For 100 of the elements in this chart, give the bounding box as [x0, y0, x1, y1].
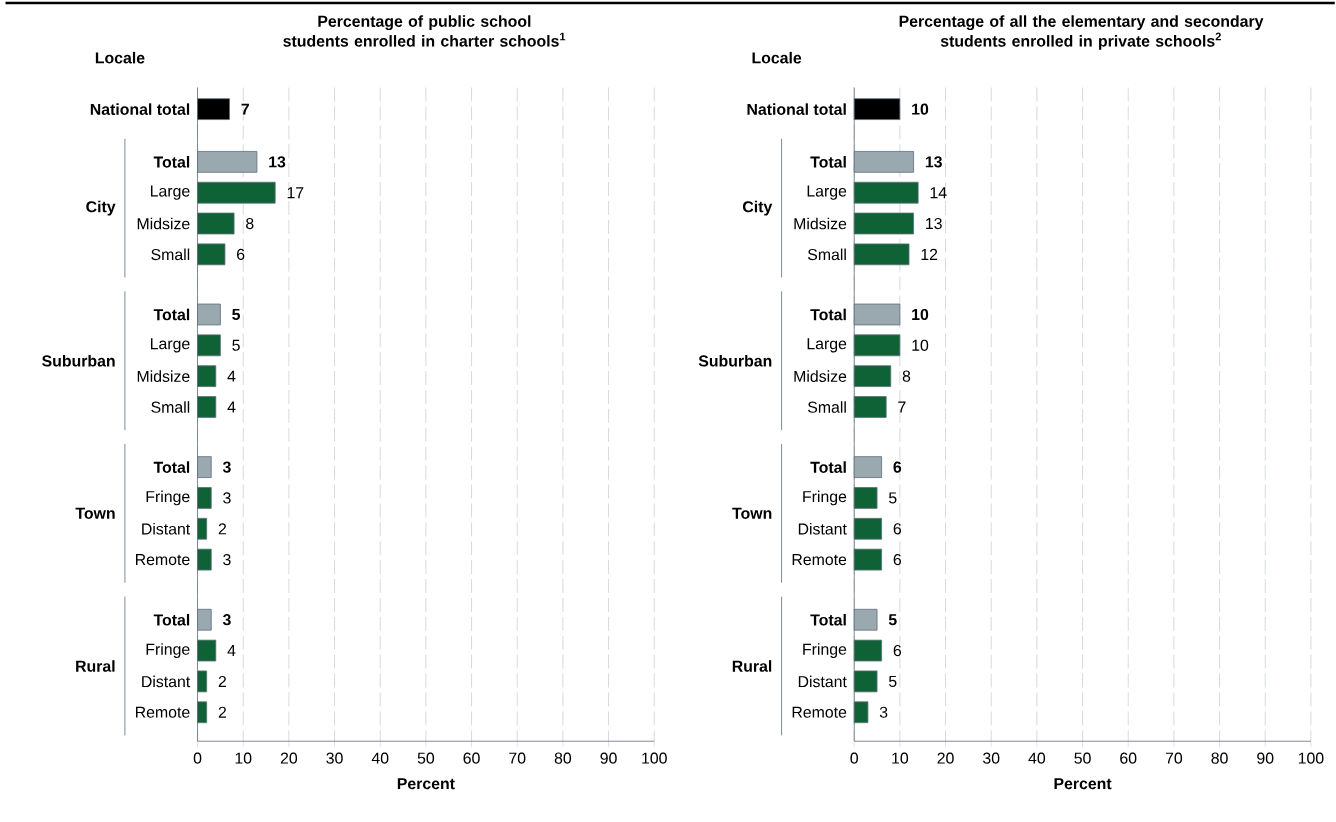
y-tick-label: Large	[150, 338, 190, 353]
y-tick-label: Total	[810, 308, 846, 321]
x-tick-label: 80	[1211, 752, 1228, 764]
data-label: 6	[893, 554, 902, 566]
text: Suburban	[698, 355, 772, 367]
data-label: 4	[227, 370, 236, 382]
data-label: 3	[223, 492, 231, 504]
y-tick-label: Small	[807, 248, 846, 261]
data-label: 10	[912, 308, 929, 321]
x-tick-label: 50	[417, 752, 435, 764]
y-tick-label: Remote	[136, 706, 190, 718]
y-tick-label: Total	[810, 156, 846, 168]
x-tick-label: 10	[892, 752, 909, 764]
y-tick-label: Large	[807, 185, 847, 200]
x-tick-label: 0	[850, 752, 858, 764]
data-label: 5	[888, 614, 897, 626]
data-label: 3	[222, 614, 231, 626]
x-axis-title: Percent	[397, 778, 455, 790]
text: City	[86, 200, 116, 216]
data-label: 6	[237, 248, 245, 261]
data-label: 3	[222, 461, 231, 473]
y-tick-label: National total	[747, 103, 846, 116]
y-axis-title: Locale	[752, 51, 802, 64]
data-label: 12	[921, 248, 938, 260]
x-tick-label: 90	[1257, 752, 1274, 764]
data-label: 10	[912, 339, 929, 352]
y-tick-label: Fringe	[803, 490, 847, 506]
data-label: 7	[898, 401, 906, 413]
data-label: 4	[227, 401, 236, 413]
y-tick-label: Fringe	[146, 643, 190, 659]
text: City	[742, 200, 773, 216]
y-tick-label: Small	[151, 248, 190, 261]
y-tick-label: Small	[151, 401, 190, 413]
data-label: 2	[218, 523, 226, 535]
x-tick-label: 60	[1120, 752, 1137, 764]
y-tick-label: Total	[153, 461, 190, 474]
y-tick-label: Total	[810, 461, 846, 474]
y-tick-label: Small	[807, 401, 846, 413]
y-tick-label: Large	[150, 185, 190, 200]
chart-title: Percentage of all the elementary and secondary students enrolled in private schools$^{2}$	[899, 15, 1264, 50]
x-tick-label: 60	[463, 752, 480, 764]
y-axis-title: Locale	[95, 51, 145, 64]
data-label: 13	[269, 156, 286, 168]
x-tick-label: 70	[509, 752, 526, 764]
data-label: 14	[930, 187, 947, 199]
data-label: 7	[241, 103, 249, 115]
data-label: 5	[888, 675, 897, 688]
data-label: 2	[218, 706, 226, 718]
data-label: 8	[902, 370, 911, 382]
y-tick-label: Total	[810, 614, 846, 626]
x-tick-label: 90	[600, 752, 617, 764]
x-tick-label: 40	[1028, 752, 1046, 764]
x-tick-label: 40	[371, 752, 389, 764]
x-tick-label: 20	[937, 752, 954, 764]
y-tick-label: Remote	[792, 706, 847, 718]
data-label: 5	[888, 492, 897, 504]
y-tick-label: Midsize	[794, 217, 847, 230]
text: Town	[732, 507, 772, 519]
text: Rural	[732, 660, 772, 672]
y-tick-label: Total	[153, 614, 190, 626]
x-tick-label: 30	[326, 752, 343, 764]
data-label: 5	[232, 309, 241, 321]
x-tick-label: 100	[642, 752, 667, 764]
y-tick-label: National total	[90, 103, 190, 116]
y-tick-label: Fringe	[803, 643, 847, 659]
data-label: 2	[218, 675, 226, 688]
data-label: 6	[893, 523, 902, 535]
data-label: 13	[925, 156, 942, 168]
data-label: 4	[227, 645, 236, 657]
y-tick-label: Midsize	[794, 370, 847, 383]
data-label: 5	[232, 339, 240, 351]
y-tick-label: Midsize	[137, 370, 190, 383]
y-tick-label: Remote	[792, 554, 847, 566]
data-label: 13	[926, 218, 942, 230]
x-tick-label: 70	[1165, 752, 1183, 764]
data-label: 3	[879, 706, 888, 718]
data-label: 3	[223, 554, 231, 566]
x-tick-label: 20	[280, 752, 298, 764]
x-tick-label: 80	[554, 752, 572, 764]
text: Rural	[76, 660, 115, 672]
y-tick-label: Distant	[798, 523, 847, 535]
y-tick-label: Distant	[142, 675, 191, 688]
y-tick-label: Fringe	[146, 490, 190, 506]
x-tick-label: 10	[235, 752, 252, 764]
y-tick-label: Distant	[142, 523, 191, 535]
y-tick-label: Large	[807, 338, 847, 353]
x-tick-label: 30	[983, 752, 1000, 764]
y-tick-label: Remote	[136, 554, 190, 566]
chart-title: Percentage of public school students enrolled in charter schools$^{1}$	[283, 15, 566, 47]
data-label: 6	[893, 461, 902, 473]
x-tick-label: 100	[1298, 752, 1324, 764]
x-tick-label: 50	[1074, 752, 1091, 764]
text: Town	[75, 507, 115, 519]
text: Suburban	[42, 355, 115, 367]
y-tick-label: Total	[153, 308, 190, 321]
y-tick-label: Total	[153, 156, 190, 168]
x-axis-title: Percent	[1054, 778, 1112, 790]
data-label: 6	[893, 645, 902, 657]
data-label: 8	[246, 218, 254, 230]
data-label: 17	[287, 187, 304, 199]
